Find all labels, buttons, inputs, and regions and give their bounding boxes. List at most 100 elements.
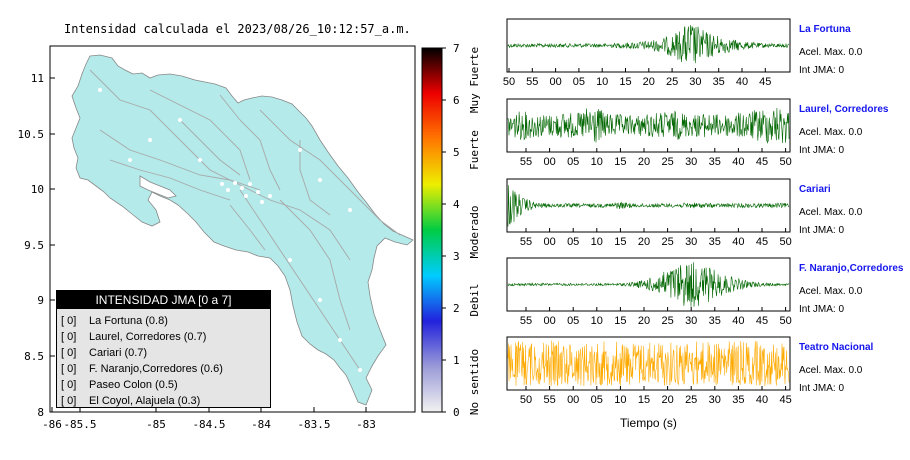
trace-tick-label: 35: [709, 315, 721, 327]
costa-rica-land: [71, 54, 414, 406]
legend-intensity-value: [ 0]: [61, 363, 77, 375]
trace-tick-label: 45: [759, 76, 771, 88]
trace-tick-label: 20: [661, 394, 673, 406]
station-name: Laurel, Corredores: [799, 104, 889, 115]
colorbar-tick-label: 7: [453, 42, 460, 55]
lon-tick-label: -85.5: [63, 418, 96, 431]
x-axis-label: Tiempo (s): [620, 416, 677, 430]
trace-tick-label: 55: [520, 315, 532, 327]
trace-tick-label: 50: [520, 394, 532, 406]
trace-tick-label: 55: [543, 394, 555, 406]
legend-intensity-value: [ 0]: [61, 379, 77, 391]
trace-tick-label: 10: [614, 394, 626, 406]
lat-tick-label: 8: [37, 406, 44, 419]
station-max-acceleration: Acel. Max. 0.0: [799, 365, 863, 376]
trace-tick-label: 50: [503, 76, 515, 88]
station-name: Teatro Nacional: [799, 342, 874, 353]
waveform-line: [507, 185, 790, 227]
colorbar-tick-label: 2: [453, 302, 460, 315]
trace-tick-label: 00: [543, 236, 555, 248]
lat-tick-label: 8.5: [24, 350, 44, 363]
station-trace-panel: 55 00 05 10 15 20 25 30 35 40 45 50: [506, 257, 792, 327]
trace-tick-label: 20: [638, 315, 650, 327]
trace-tick-label: 05: [573, 76, 585, 88]
station-max-acceleration: Acel. Max. 0.0: [799, 286, 863, 297]
trace-tick-label: 00: [543, 315, 555, 327]
station-trace-panel: 55 00 05 10 15 20 25 30 35 40 45 50: [506, 98, 792, 168]
trace-tick-label: 45: [756, 236, 768, 248]
colorbar-category-label: Moderado: [468, 206, 481, 259]
lat-tick-label: 10.5: [18, 128, 45, 141]
trace-tick-label: 05: [591, 394, 603, 406]
trace-tick-label: 25: [666, 76, 678, 88]
station-max-acceleration: Acel. Max. 0.0: [799, 127, 863, 138]
lat-tick-label: 11: [31, 72, 44, 85]
colorbar-category-label: Debil: [468, 283, 481, 316]
waveform-line: [507, 24, 789, 64]
trace-tick-label: 35: [709, 236, 721, 248]
trace-tick-label: 40: [732, 236, 744, 248]
trace-tick-label: 30: [689, 76, 701, 88]
colorbar-categories: No sentido Debil Moderado Fuerte Muy Fuerte: [468, 47, 481, 415]
trace-tick-label: 10: [596, 76, 608, 88]
colorbar-tick-label: 3: [453, 250, 460, 263]
map-title: Intensidad calculada el 2023/08/26_10:12…: [64, 22, 411, 36]
trace-tick-label: 40: [756, 394, 768, 406]
trace-tick-label: 30: [685, 315, 697, 327]
station-markers: [98, 88, 362, 372]
trace-tick-label: 00: [543, 156, 555, 168]
station-trace-panel: 50 55 00 05 10 15 20 25 30 35 40 45: [503, 18, 791, 88]
trace-tick-label: 55: [526, 76, 538, 88]
trace-tick-label: 35: [709, 156, 721, 168]
legend-row: [ 0] La Fortuna (0.8): [57, 313, 270, 329]
legend-station-label: Paseo Colon (0.5): [89, 379, 178, 391]
legend-row: [ 0] Cariari (0.7): [57, 345, 270, 361]
lat-tick-label: 10: [31, 183, 44, 196]
legend-station-label: El Coyol, Alajuela (0.3): [89, 395, 201, 407]
trace-tick-label: 05: [567, 156, 579, 168]
legend-station-label: Laurel, Corredores (0.7): [89, 331, 207, 343]
trace-tick-label: 35: [732, 394, 744, 406]
trace-tick-label: 50: [779, 315, 791, 327]
trace-tick-label: 20: [638, 156, 650, 168]
colorbar-category-label: Fuerte: [468, 130, 481, 170]
trace-tick-label: 45: [756, 156, 768, 168]
gulf-of-nicoya: [139, 175, 177, 199]
legend-intensity-value: [ 0]: [61, 347, 77, 359]
waveform-line: [507, 107, 790, 144]
lon-tick-label: -84.5: [192, 418, 225, 431]
station-max-acceleration: Acel. Max. 0.0: [799, 207, 863, 218]
trace-tick-label: 10: [591, 156, 603, 168]
trace-tick-label: 05: [567, 236, 579, 248]
waveform-line: [507, 262, 790, 307]
trace-tick-label: 45: [756, 315, 768, 327]
trace-tick-label: 25: [661, 315, 673, 327]
station-jma-intensity: Int JMA: 0: [799, 225, 845, 236]
station-name: F. Naranjo,Corredores: [799, 263, 904, 274]
lon-tick-label: -85: [146, 418, 166, 431]
lon-tick-label: -83: [356, 418, 376, 431]
legend-intensity-value: [ 0]: [61, 315, 77, 327]
trace-tick-label: 15: [638, 394, 650, 406]
trace-tick-label: 00: [567, 394, 579, 406]
trace-tick-label: 15: [614, 236, 626, 248]
trace-tick-label: 00: [549, 76, 561, 88]
colorbar-tick-label: 0: [453, 406, 460, 419]
colorbar-category-label: Muy Fuerte: [468, 47, 481, 113]
trace-tick-label: 10: [591, 236, 603, 248]
station-jma-intensity: Int JMA: 0: [799, 65, 845, 76]
station-jma-intensity: Int JMA: 0: [799, 383, 845, 394]
colorbar-gradient: [421, 47, 443, 413]
lon-tick-label: -83.5: [297, 418, 330, 431]
legend-station-label: La Fortuna (0.8): [89, 315, 168, 327]
trace-tick-label: 45: [779, 394, 791, 406]
colorbar-tick-label: 5: [453, 146, 460, 159]
legend-title: INTENSIDAD JMA [0 a 7]: [57, 291, 270, 309]
colorbar-category-label: No sentido: [468, 349, 481, 415]
trace-tick-label: 30: [709, 394, 721, 406]
lat-tick-label: 9.5: [24, 239, 44, 252]
trace-tick-label: 55: [520, 156, 532, 168]
trace-tick-label: 15: [614, 315, 626, 327]
trace-tick-label: 15: [619, 76, 631, 88]
trace-tick-label: 40: [732, 315, 744, 327]
